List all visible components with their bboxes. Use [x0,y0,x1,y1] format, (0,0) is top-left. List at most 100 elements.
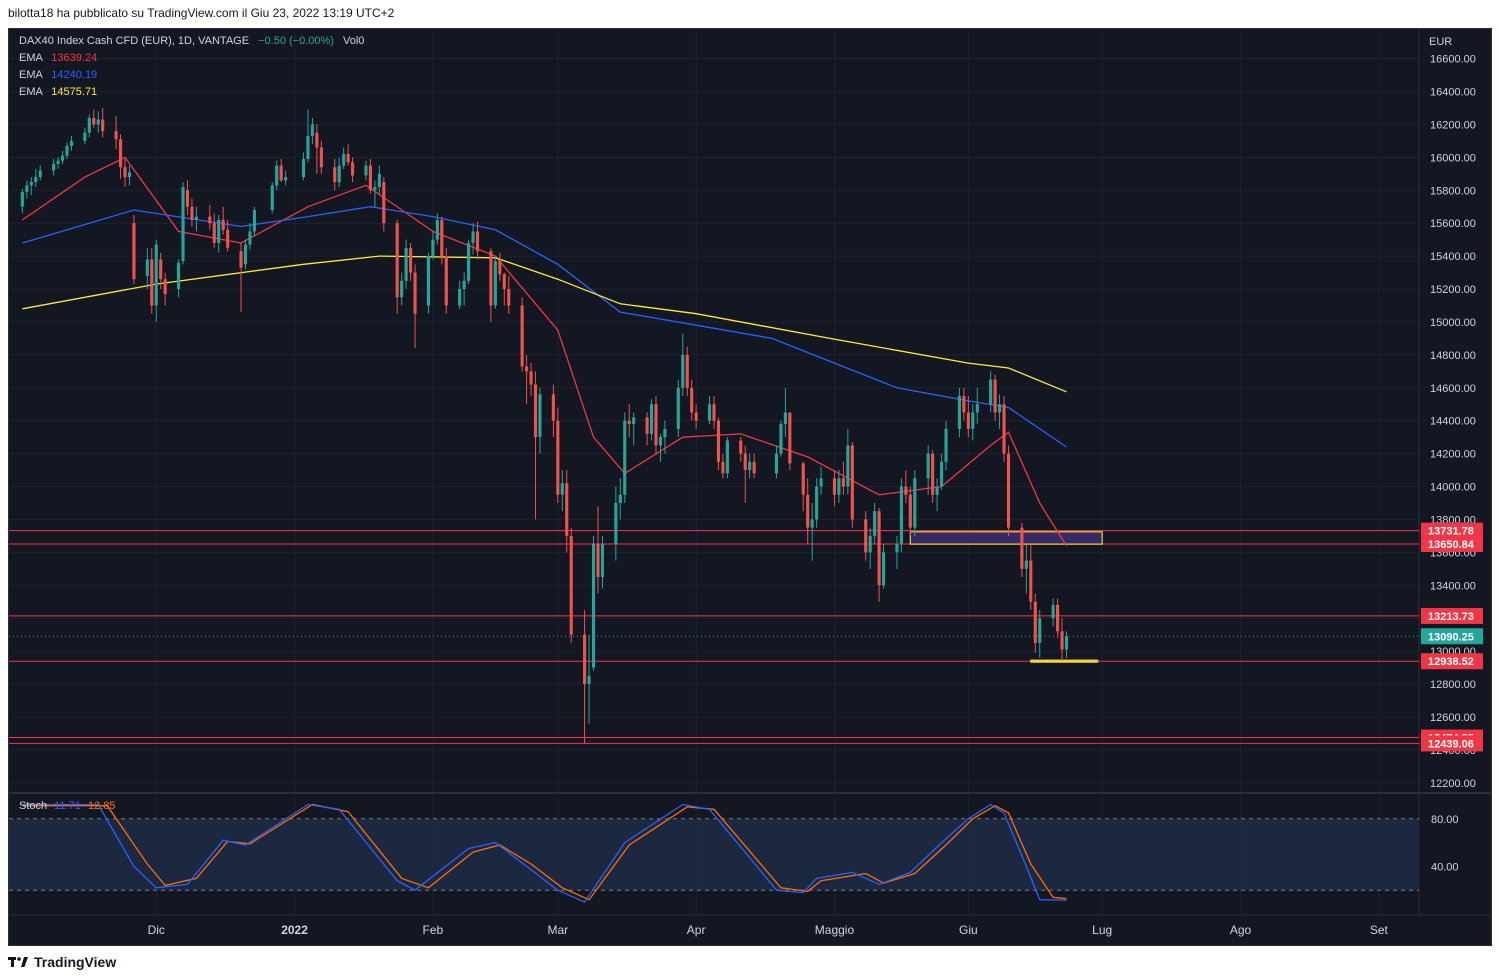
candle-body [998,404,1002,413]
candle-body [60,155,65,161]
candle-body [127,172,132,178]
candle-body [221,219,225,230]
date-tick-label: Dic [148,923,165,937]
candle-body [837,478,841,495]
candle-body [926,453,930,479]
stoch-tick-label: 80.00 [1431,814,1459,826]
candle-body [520,305,524,367]
level-price-tag-bg [1421,653,1483,670]
candle-body [38,170,42,178]
candle-body [752,461,756,474]
ema-legend-1: EMA 13639.24 [19,52,97,64]
date-tick-label: Lug [1092,923,1112,937]
candle-body [748,461,752,471]
candle-body [301,159,306,178]
candle-body [413,272,417,314]
price-tick-label: 15400.00 [1430,251,1476,263]
symbol-label: DAX40 Index Cash CFD (EUR), 1D, VANTAGE [19,35,250,47]
ema-value: 14575.71 [51,86,98,98]
candle-body [627,420,631,424]
price-tick-label: 14800.00 [1430,350,1476,362]
candle-body [725,440,729,474]
stoch-label: Stoch [19,800,48,812]
candle-body [382,182,386,224]
level-price-tag-bg [1421,607,1483,624]
price-tick-label: 12600.00 [1430,712,1476,724]
price-tick-label: 16600.00 [1430,54,1476,66]
candle-body [649,404,654,434]
candle-body [337,165,341,183]
candle-body [52,163,56,171]
candle-body [877,511,881,586]
chart-canvas[interactable]: EUR12200.0012400.0012600.0012800.0013000… [9,29,1491,945]
chart-frame[interactable]: EUR12200.0012400.0012600.0012800.0013000… [8,28,1492,946]
ema-value: 13639.24 [51,52,98,64]
candle-body [431,239,435,257]
candle-body [83,132,87,141]
candle-body [351,162,355,176]
candle-body [507,289,511,306]
level-price-tag: 13213.73 [1428,611,1474,623]
candle-body [194,216,198,220]
level-price-tag-bg [1421,522,1483,539]
candle-body [819,478,823,487]
candle-body [435,219,439,240]
last-price-tag-bg [1421,628,1483,645]
candle-body [1020,527,1024,569]
candle-body [444,256,448,306]
candle-body [181,186,185,262]
footer-brand: TradingView [34,954,117,970]
candle-body [333,167,337,183]
candle-body [279,165,283,181]
candle-body [25,185,29,192]
ema-line [22,206,1067,448]
candle-body [69,140,74,146]
price-tick-label: 15000.00 [1430,317,1476,329]
candle-body [56,160,60,164]
candle-body [895,544,899,553]
candle-body [654,404,658,446]
candle-body [591,544,596,668]
candle-body [600,544,605,578]
candle-body [502,274,506,290]
candle-body [467,242,471,281]
candle-body [993,379,997,413]
volume-label: Vol0 [343,35,365,47]
candle-body [248,231,252,245]
candle-body [841,478,845,487]
date-tick-label: Mar [547,923,568,937]
ema-label: EMA [19,69,43,81]
candle-body [940,461,944,487]
currency-label: EUR [1429,36,1452,48]
candle-body [533,384,538,438]
candle-body [743,453,747,471]
candle-body [409,247,413,273]
main-legend: DAX40 Index Cash CFD (EUR), 1D, VANTAGE … [19,35,364,47]
candle-body [275,165,279,186]
zone-rectangle [1030,659,1099,663]
candle-body [556,420,560,495]
price-tick-label: 16400.00 [1430,87,1476,99]
price-tick-label: 15600.00 [1430,218,1476,230]
candle-body [779,423,783,454]
candle-body [788,412,792,464]
candle-body [1056,605,1060,632]
candle-body [426,256,430,306]
stoch-tick-label: 40.00 [1431,861,1459,873]
stoch-legend: Stoch 11.71 12.85 [19,800,116,812]
candle-body [596,544,600,578]
candle-body [774,453,779,474]
candle-body [815,486,819,520]
price-tick-label: 13400.00 [1430,580,1476,592]
candle-body [498,261,502,275]
candle-body [810,519,814,528]
candle-body [529,371,533,385]
candle-body [101,119,105,132]
candle-body [712,404,716,421]
candle-body [373,186,377,191]
candle-body [489,251,493,306]
candle-body [975,404,979,413]
candle-body [462,280,466,290]
candle-body [252,210,256,232]
candle-body [681,354,685,388]
